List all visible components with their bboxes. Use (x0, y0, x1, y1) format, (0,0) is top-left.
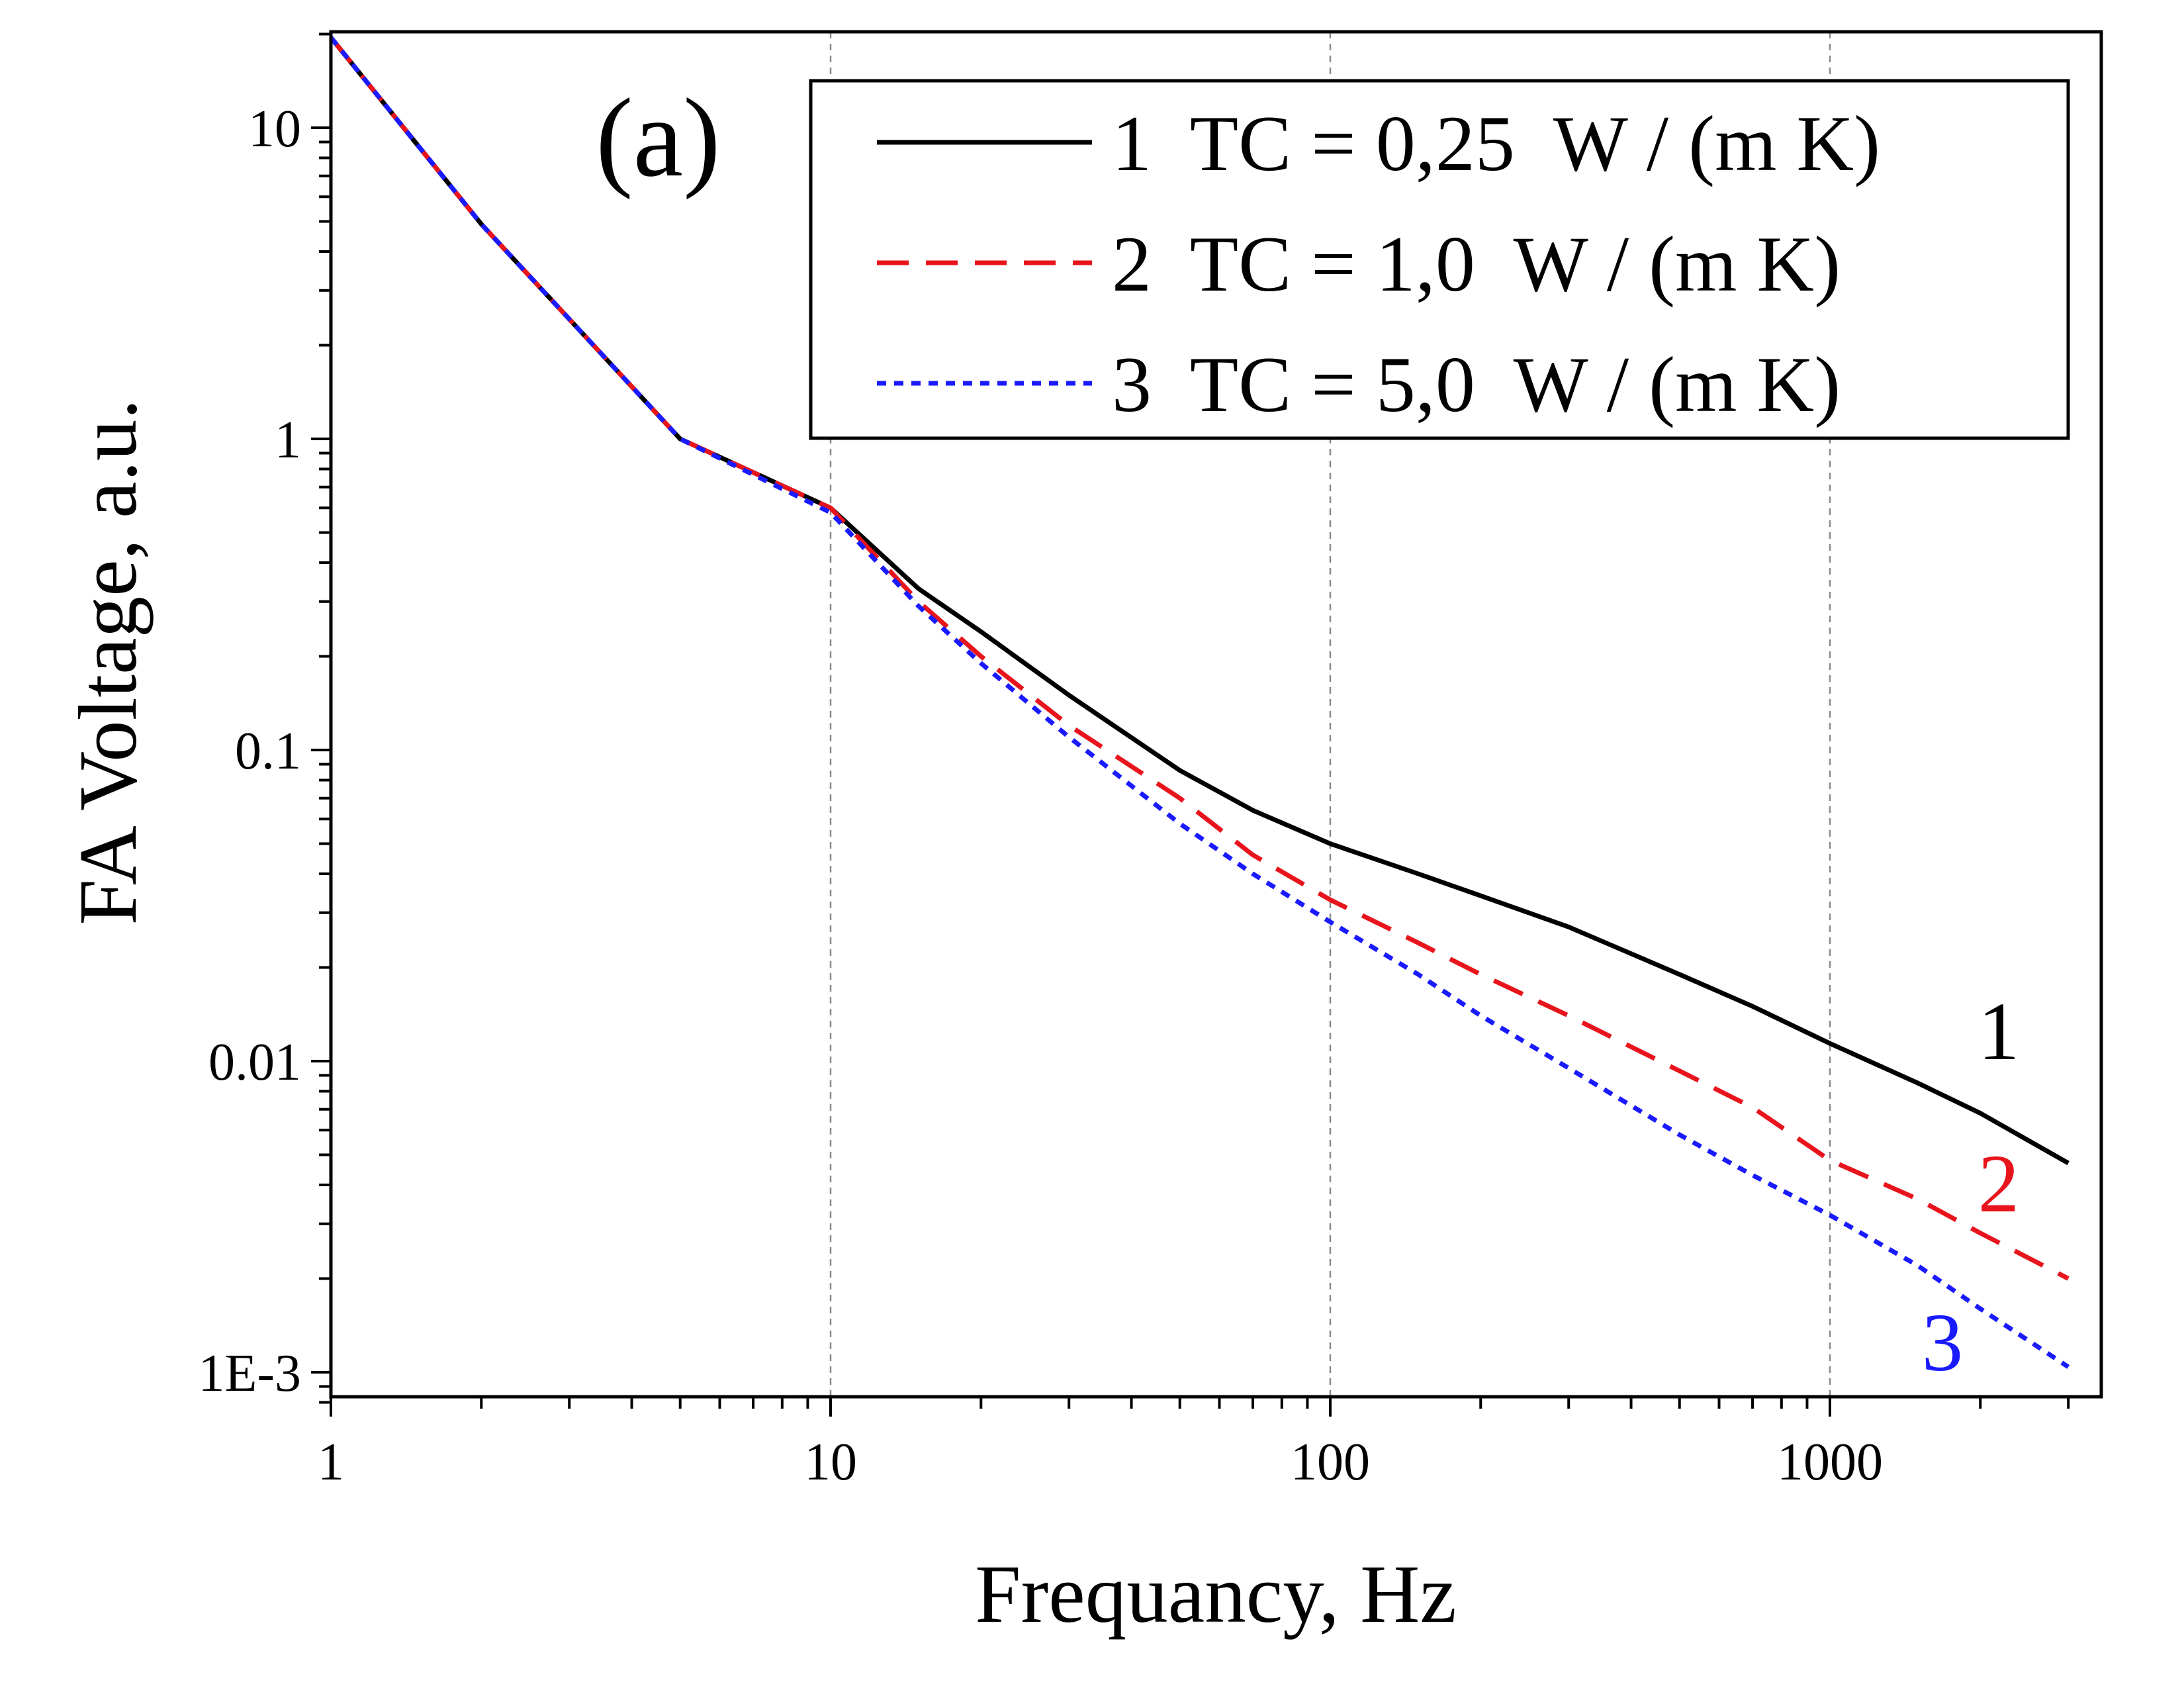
y-tick-label: 10 (248, 100, 301, 158)
y-tick-label: 0.1 (235, 722, 301, 780)
series-end-label-1: 1 (1978, 986, 2020, 1078)
tick-labels: 1 10 100 1000 1E-3 0.01 0.1 1 10 (198, 100, 1883, 1491)
legend-label-3: 3 TC = 5,0 W / (m K) (1112, 340, 1841, 428)
legend-label-2: 2 TC = 1,0 W / (m K) (1112, 220, 1841, 308)
y-tick-label: 1E-3 (198, 1344, 301, 1403)
series-line-3 (329, 36, 2070, 1369)
x-tick-label: 100 (1291, 1433, 1370, 1491)
legend-entries: 1 TC = 0,25 W / (m K) 2 TC = 1,0 W / (m K… (877, 99, 1880, 428)
legend: 1 TC = 0,25 W / (m K) 2 TC = 1,0 W / (m K… (809, 79, 2070, 440)
axis-ticks (311, 32, 2070, 1417)
plot-frame (329, 30, 2103, 1399)
y-tick-label: 0.01 (208, 1033, 301, 1092)
panel-label: (a) (596, 75, 721, 200)
series-end-label-2: 2 (1978, 1139, 2020, 1230)
x-tick-label: 1 (318, 1433, 344, 1491)
series-lines (329, 36, 2070, 1369)
x-tick-label: 10 (804, 1433, 857, 1491)
x-axis-label: Frequancy, Hz (975, 1549, 1457, 1640)
y-tick-label: 1 (275, 411, 301, 469)
series-line-2 (329, 36, 2070, 1281)
legend-label-1: 1 TC = 0,25 W / (m K) (1112, 99, 1880, 187)
series-end-labels: 1 23 (1922, 986, 2020, 1389)
series-end-label-3: 3 (1922, 1297, 1964, 1389)
x-tick-label: 1000 (1777, 1433, 1883, 1491)
y-axis-label: FA Voltage, a.u. (63, 399, 154, 925)
